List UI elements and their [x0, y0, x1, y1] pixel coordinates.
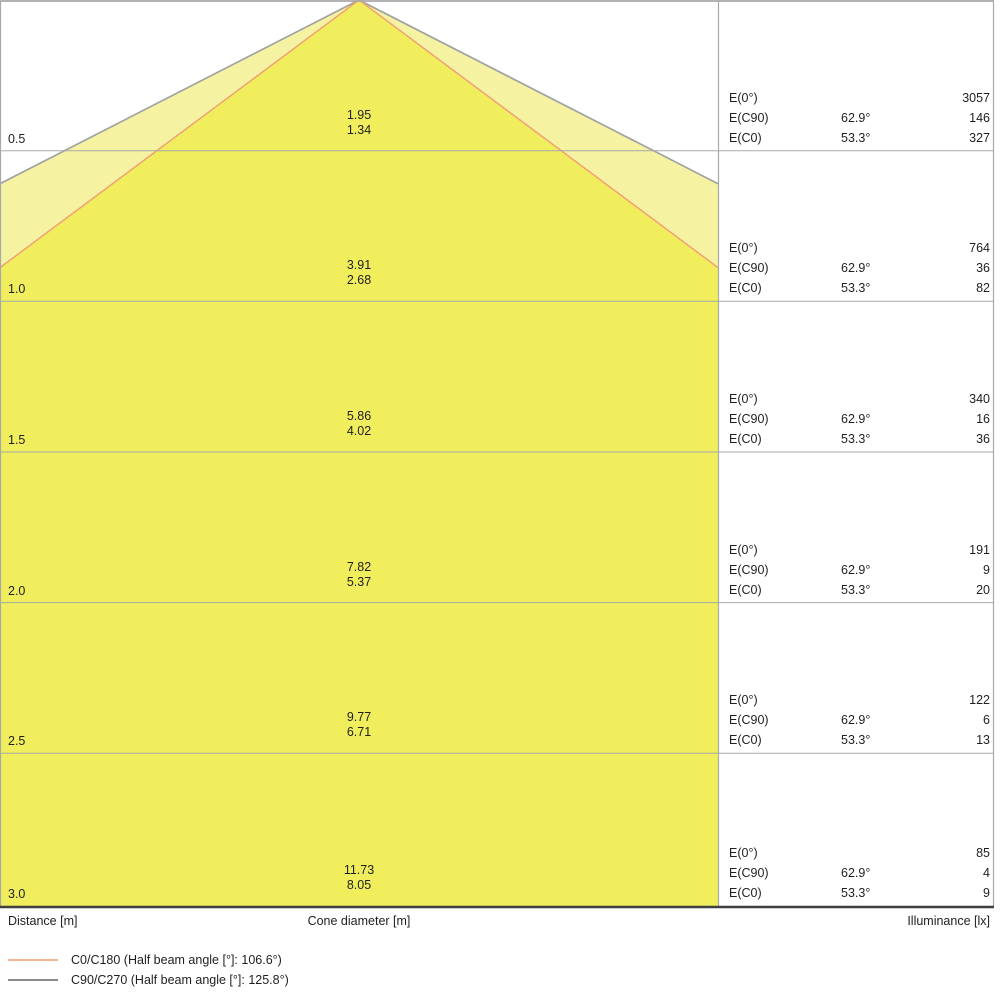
c90-cone-line-left	[0, 0, 360, 185]
ec90-angle: 62.9°	[841, 261, 871, 275]
ec0-angle: 53.3°	[841, 131, 871, 145]
ec90-angle: 62.9°	[841, 713, 871, 727]
illuminance-table-row: E(0°) 122 E(C90) 62.9° 6 E(C0) 53.3° 13	[729, 690, 990, 750]
e0-label: E(0°)	[729, 392, 758, 406]
ec90-angle: 62.9°	[841, 111, 871, 125]
e0-label: E(0°)	[729, 91, 758, 105]
cone-fill-c0-inner	[0, 0, 718, 906]
distance-label: 2.5	[8, 734, 26, 748]
ec0-angle: 53.3°	[841, 281, 871, 295]
e0-label: E(0°)	[729, 846, 758, 860]
ec0-value: 82	[976, 281, 990, 295]
e0-label: E(0°)	[729, 693, 758, 707]
ec90-angle: 62.9°	[841, 866, 871, 880]
cone-plot	[0, 0, 995, 909]
c90-line-swatch	[8, 979, 58, 981]
cone-diameter-values: 7.82 5.37	[299, 560, 419, 590]
distance-label: 3.0	[8, 887, 26, 901]
legend-item-c90: C90/C270 (Half beam angle [°]: 125.8°)	[8, 970, 289, 990]
distance-label: 0.5	[8, 132, 26, 146]
ec90-label: E(C90)	[729, 563, 769, 577]
cone-diameter-c90: 5.86	[346, 409, 372, 423]
cone-diameter-c0: 5.37	[346, 575, 372, 589]
distance-axis-label: Distance [m]	[8, 914, 78, 928]
ec90-label: E(C90)	[729, 261, 769, 275]
ec0-label: E(C0)	[729, 733, 762, 747]
cone-diameter-values: 1.95 1.34	[299, 108, 419, 138]
illuminance-table-row: E(0°) 85 E(C90) 62.9° 4 E(C0) 53.3° 9	[729, 843, 990, 903]
cone-diameter-c90: 7.82	[346, 560, 372, 574]
ec90-angle: 62.9°	[841, 563, 871, 577]
ec0-label: E(C0)	[729, 432, 762, 446]
ec90-angle: 62.9°	[841, 412, 871, 426]
ec0-angle: 53.3°	[841, 886, 871, 900]
cone-diameter-c90: 9.77	[346, 710, 372, 724]
ec90-value: 9	[983, 563, 990, 577]
ec0-label: E(C0)	[729, 131, 762, 145]
c0-cone-line-left	[0, 0, 360, 269]
ec90-label: E(C90)	[729, 111, 769, 125]
cone-diameter-values: 11.73 8.05	[299, 863, 419, 893]
ec90-label: E(C90)	[729, 412, 769, 426]
ec0-value: 9	[983, 886, 990, 900]
ec0-label: E(C0)	[729, 281, 762, 295]
illuminance-axis-label: Illuminance [lx]	[907, 914, 990, 928]
cone-diameter-c90: 1.95	[346, 108, 372, 122]
e0-value: 191	[969, 543, 990, 557]
e0-value: 340	[969, 392, 990, 406]
ec90-value: 36	[976, 261, 990, 275]
e0-label: E(0°)	[729, 543, 758, 557]
ec0-value: 20	[976, 583, 990, 597]
ec0-angle: 53.3°	[841, 733, 871, 747]
illuminance-table-row: E(0°) 191 E(C90) 62.9° 9 E(C0) 53.3° 20	[729, 540, 990, 600]
legend-label-c90: C90/C270 (Half beam angle [°]: 125.8°)	[71, 973, 289, 987]
ec0-label: E(C0)	[729, 583, 762, 597]
axis-labels: Distance [m] Cone diameter [m] Illuminan…	[0, 914, 1000, 932]
cone-diameter-c0: 2.68	[346, 273, 372, 287]
cone-diameter-c90: 3.91	[346, 258, 372, 272]
ec90-label: E(C90)	[729, 866, 769, 880]
illuminance-table-row: E(0°) 3057 E(C90) 62.9° 146 E(C0) 53.3° 327	[729, 88, 990, 148]
distance-label: 1.0	[8, 282, 26, 296]
c90-cone-line-right	[358, 0, 719, 185]
distance-label: 1.5	[8, 433, 26, 447]
cone-diameter-axis-label: Cone diameter [m]	[307, 914, 411, 928]
ec90-value: 16	[976, 412, 990, 426]
ec0-value: 327	[969, 131, 990, 145]
cone-diameter-c0: 1.34	[346, 123, 372, 137]
ec90-value: 146	[969, 111, 990, 125]
ec90-value: 4	[983, 866, 990, 880]
e0-value: 3057	[962, 91, 990, 105]
e0-value: 122	[969, 693, 990, 707]
cone-diameter-c0: 8.05	[346, 878, 372, 892]
e0-value: 764	[969, 241, 990, 255]
cone-diameter-c0: 6.71	[346, 725, 372, 739]
cone-diameter-c90: 11.73	[343, 863, 375, 877]
cone-diameter-values: 5.86 4.02	[299, 409, 419, 439]
ec0-value: 13	[976, 733, 990, 747]
c0-cone-line-right	[358, 0, 719, 269]
ec90-value: 6	[983, 713, 990, 727]
legend-label-c0: C0/C180 (Half beam angle [°]: 106.6°)	[71, 953, 282, 967]
e0-value: 85	[976, 846, 990, 860]
legend: C0/C180 (Half beam angle [°]: 106.6°) C9…	[8, 950, 289, 990]
illuminance-table-row: E(0°) 764 E(C90) 62.9° 36 E(C0) 53.3° 82	[729, 238, 990, 298]
distance-grid-lines	[0, 150, 994, 754]
legend-item-c0: C0/C180 (Half beam angle [°]: 106.6°)	[8, 950, 289, 970]
illuminance-table-row: E(0°) 340 E(C90) 62.9° 16 E(C0) 53.3° 36	[729, 389, 990, 449]
ec0-angle: 53.3°	[841, 432, 871, 446]
distance-label: 2.0	[8, 584, 26, 598]
ec0-label: E(C0)	[729, 886, 762, 900]
c0-line-swatch	[8, 959, 58, 961]
cone-diameter-values: 9.77 6.71	[299, 710, 419, 740]
ec0-angle: 53.3°	[841, 583, 871, 597]
cone-diameter-c0: 4.02	[346, 424, 372, 438]
ec90-label: E(C90)	[729, 713, 769, 727]
cone-diameter-values: 3.91 2.68	[299, 258, 419, 288]
e0-label: E(0°)	[729, 241, 758, 255]
ec0-value: 36	[976, 432, 990, 446]
